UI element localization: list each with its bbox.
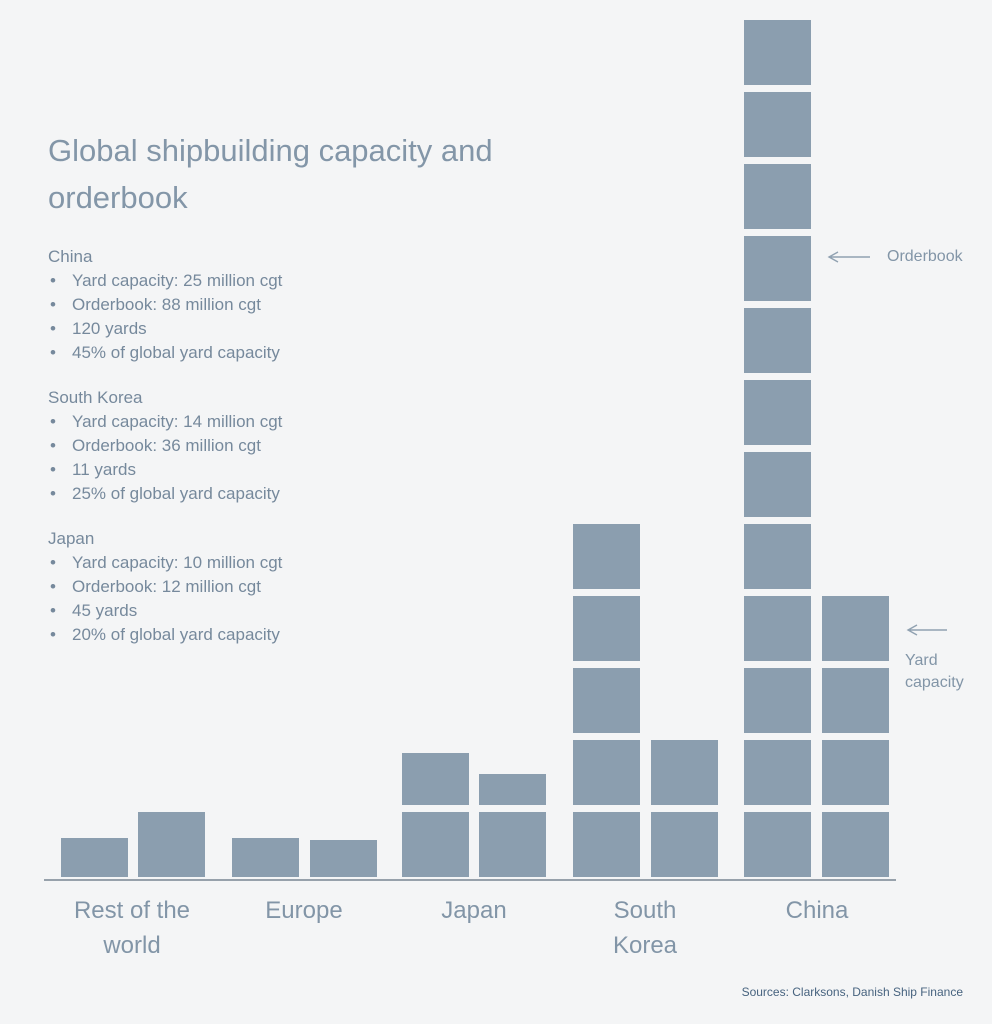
bar-block: [573, 524, 640, 589]
bar-block: [744, 740, 811, 805]
bar-block: [573, 668, 640, 733]
axis-label-europe: Europe: [265, 897, 343, 924]
stat-bullet: 45% of global yard capacity: [48, 341, 408, 365]
country-stats-south-korea: South Korea Yard capacity: 14 million cgt…: [48, 387, 408, 506]
bar-china-yard-capacity: [822, 596, 889, 877]
bar-block: [573, 740, 640, 805]
bar-block: [573, 812, 640, 877]
bar-block: [744, 524, 811, 589]
country-stats-list: Yard capacity: 10 million cgtOrderbook: …: [48, 551, 408, 647]
stat-bullet: Orderbook: 12 million cgt: [48, 575, 408, 599]
bar-rest-of-the-world-orderbook: [61, 838, 128, 877]
bar-block: [822, 812, 889, 877]
sources-note: Sources: Clarksons, Danish Ship Finance: [741, 985, 963, 999]
axis-label-japan: Japan: [441, 897, 507, 924]
country-stats-heading: Japan: [48, 529, 95, 548]
bar-block: [744, 812, 811, 877]
yard-capacity-annotation: Yard capacity: [905, 622, 977, 694]
axis-label-south-korea: South Korea: [612, 897, 678, 959]
bar-china-orderbook: [744, 20, 811, 877]
bar-block: [402, 812, 469, 877]
bar-block: [822, 740, 889, 805]
bar-block: [744, 452, 811, 517]
stat-bullet: 11 yards: [48, 458, 408, 482]
left-arrow-icon: [827, 251, 870, 263]
stat-bullet: Yard capacity: 25 million cgt: [48, 269, 408, 293]
country-stats-heading: China: [48, 247, 93, 266]
bar-block: [138, 812, 205, 877]
bar-block-partial: [479, 774, 546, 805]
bar-block-partial: [61, 838, 128, 877]
stat-bullet: Orderbook: 88 million cgt: [48, 293, 408, 317]
bar-block: [744, 308, 811, 373]
stat-bullet: Orderbook: 36 million cgt: [48, 434, 408, 458]
chart-title: Global shipbuilding capacity and orderbo…: [48, 133, 493, 215]
orderbook-annotation: Orderbook: [824, 248, 963, 266]
left-arrow-icon: [906, 624, 947, 636]
bar-south-korea-orderbook: [573, 524, 640, 877]
bar-block: [822, 668, 889, 733]
country-stats-japan: Japan Yard capacity: 10 million cgtOrderb…: [48, 528, 408, 647]
bar-block-partial: [232, 838, 299, 877]
bar-europe-yard-capacity: [310, 840, 377, 877]
yard-capacity-annotation-label: Yard capacity: [905, 652, 964, 691]
bar-block: [744, 596, 811, 661]
bar-block: [479, 812, 546, 877]
bar-south-korea-yard-capacity: [651, 740, 718, 877]
stat-bullet: 20% of global yard capacity: [48, 623, 408, 647]
bar-block-partial: [402, 753, 469, 805]
country-stats-list: Yard capacity: 25 million cgtOrderbook: …: [48, 269, 408, 365]
bar-block-partial: [310, 840, 377, 877]
bar-block: [822, 596, 889, 661]
stat-bullet: 45 yards: [48, 599, 408, 623]
stat-bullet: Yard capacity: 14 million cgt: [48, 410, 408, 434]
bar-block: [744, 380, 811, 445]
stat-bullet: Yard capacity: 10 million cgt: [48, 551, 408, 575]
country-stats-panel: ChinaYard capacity: 25 million cgtOrderb…: [48, 246, 408, 669]
orderbook-annotation-label: Orderbook: [887, 248, 963, 265]
country-stats-list: Yard capacity: 14 million cgtOrderbook: …: [48, 410, 408, 506]
stat-bullet: 25% of global yard capacity: [48, 482, 408, 506]
bar-block: [651, 740, 718, 805]
axis-label-rest-of-the-world: Rest of the world: [73, 897, 191, 959]
country-stats-china: China Yard capacity: 25 million cgtOrderb…: [48, 246, 408, 365]
bar-block: [651, 812, 718, 877]
bar-block: [573, 596, 640, 661]
country-stats-heading: South Korea: [48, 388, 143, 407]
bar-europe-orderbook: [232, 838, 299, 877]
stat-bullet: 120 yards: [48, 317, 408, 341]
bar-rest-of-the-world-yard-capacity: [138, 812, 205, 877]
bar-block: [744, 92, 811, 157]
bar-block: [744, 236, 811, 301]
x-axis-line: [44, 879, 896, 881]
bar-block: [744, 164, 811, 229]
bar-block: [744, 20, 811, 85]
bar-japan-orderbook: [402, 753, 469, 877]
bar-block: [744, 668, 811, 733]
bar-japan-yard-capacity: [479, 774, 546, 877]
axis-label-china: China: [785, 897, 849, 924]
